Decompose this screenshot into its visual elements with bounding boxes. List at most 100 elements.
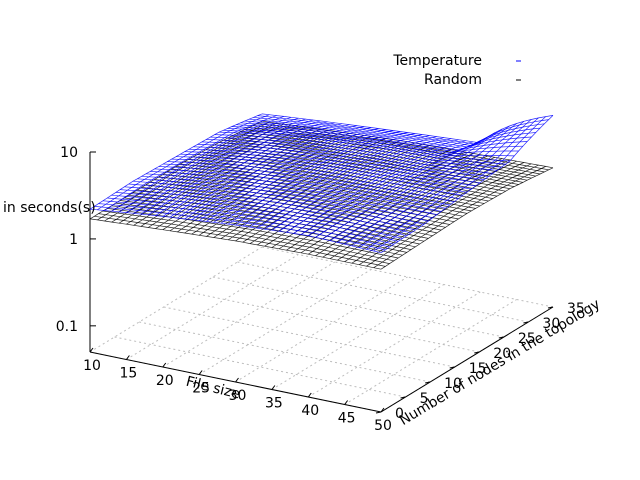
grid-line-x-20 [162,261,336,368]
surface-temperature-col-29 [300,141,474,235]
x-tick-label-10: 10 [83,358,101,374]
x-tick-mark-20 [162,362,167,368]
surface-random-col-15 [198,136,372,236]
surface-temperature-col-12 [177,124,350,219]
surface-temperature-col-2 [104,115,277,211]
surface-temperature-col-27 [286,139,459,233]
surface-temperature-col-19 [227,131,401,225]
x-tick-mark-45 [344,400,349,405]
grid-line-y-20 [188,291,480,353]
grid-line-x-40 [307,291,481,398]
x-tick-mark-30 [235,377,239,383]
surface-temperature-col-11 [169,123,343,218]
x-tick-label-45: 45 [338,411,356,427]
surface-temperature-col-33 [329,128,503,241]
grid-line-x-45 [344,299,517,405]
surface-temperature-col-10 [162,122,335,217]
x-tick-label-50: 50 [374,418,392,434]
x-tick-mark-15 [125,355,130,360]
surface-random-col-22 [249,143,423,244]
surface-temperature-col-5 [126,117,299,213]
surface-random-col-1 [97,121,270,221]
z-tick-label-0.1: 0.1 [56,319,78,335]
surface-random-col-21 [242,142,415,243]
x-tick-mark-10 [89,347,94,353]
y-tick-mark-20 [474,351,480,354]
surface-temperature-col-30 [308,142,481,236]
y-tick-mark-5 [400,396,406,399]
x-tick-mark-35 [271,385,276,390]
surfaces [89,113,554,270]
x-tick-label-20: 20 [156,373,174,389]
y-tick-mark-35 [547,306,554,309]
surface-temperature-col-38 [366,117,539,250]
z-axis-label: Time in seconds(s) [0,200,96,216]
y-tick-mark-0 [375,411,382,414]
y-tick-label-10: 10 [444,376,462,392]
y-tick-label-30: 30 [542,316,560,332]
y-axis-line [380,306,554,413]
y-tick-label-0: 0 [395,406,404,422]
grid-line-x-25 [198,269,372,375]
surface-random-col-10 [162,130,335,230]
surface-random-col-39 [373,166,546,268]
surface-temperature-col-31 [315,136,488,238]
surface-temperature-col-25 [271,137,444,231]
y-tick-label-15: 15 [469,361,487,377]
surface-temperature [89,113,554,254]
surface-temperature-col-3 [111,116,284,212]
surface-temperature-col-37 [359,119,532,248]
y-tick-mark-25 [498,336,504,339]
x-axis-ticks: 10 15 20 25 30 35 40 45 50 [83,347,392,434]
surface-random-col-38 [366,164,539,267]
surface-temperature-col-18 [220,130,394,224]
x-tick-label-15: 15 [119,366,137,382]
grid-line-y-30 [237,261,529,323]
surface-random-col-32 [322,156,495,258]
surface-temperature-col-16 [206,128,379,222]
surface-temperature-col-9 [155,121,328,216]
surface-random-col-9 [155,129,328,229]
z-tick-label-1: 1 [69,232,78,248]
y-tick-mark-30 [523,321,529,324]
surface-temperature-col-34 [337,125,510,243]
y-tick-mark-15 [449,366,455,369]
surface-temperature-col-40 [380,115,554,253]
surface-random-col-40 [380,167,554,270]
surface-temperature-col-39 [373,116,546,252]
surface-temperature-col-14 [191,126,364,220]
surface-temperature-col-1 [97,114,270,211]
surface-random-col-23 [257,145,430,246]
surface-temperature-col-8 [148,120,321,216]
surface-temperature-col-15 [198,127,372,221]
x-axis-label: File size [184,374,241,403]
surface-random-col-11 [169,131,343,232]
surface-temperature-col-4 [118,116,292,213]
x-tick-label-25: 25 [192,381,210,397]
surface-temperature-col-20 [235,132,408,226]
x-tick-label-35: 35 [265,396,283,412]
x-tick-label-30: 30 [229,388,247,404]
x-tick-mark-40 [307,392,312,398]
surface-temperature-col-22 [249,134,423,228]
surface-temperature-col-17 [213,129,386,223]
surface-temperature-col-13 [184,125,357,220]
surface-temperature-col-28 [293,140,466,234]
grid-line-x-35 [271,284,445,390]
legend-label-random: Random [424,72,482,88]
grid-line-x-15 [126,254,299,360]
surface-temperature-col-21 [242,133,415,227]
surface-temperature-col-32 [322,132,495,240]
grid-line-x-30 [235,276,408,383]
surface-temperature-col-0 [89,113,263,210]
y-tick-mark-10 [425,381,431,384]
legend: Temperature Random [392,53,521,88]
z-tick-label-10: 10 [60,145,78,161]
surface-random-col-37 [359,163,532,265]
surface-temperature-col-35 [344,123,517,245]
y-tick-label-35: 35 [567,301,585,317]
x-tick-mark-25 [198,370,203,375]
surface-temperature-col-36 [351,121,525,247]
surface-temperature-col-23 [257,135,430,229]
